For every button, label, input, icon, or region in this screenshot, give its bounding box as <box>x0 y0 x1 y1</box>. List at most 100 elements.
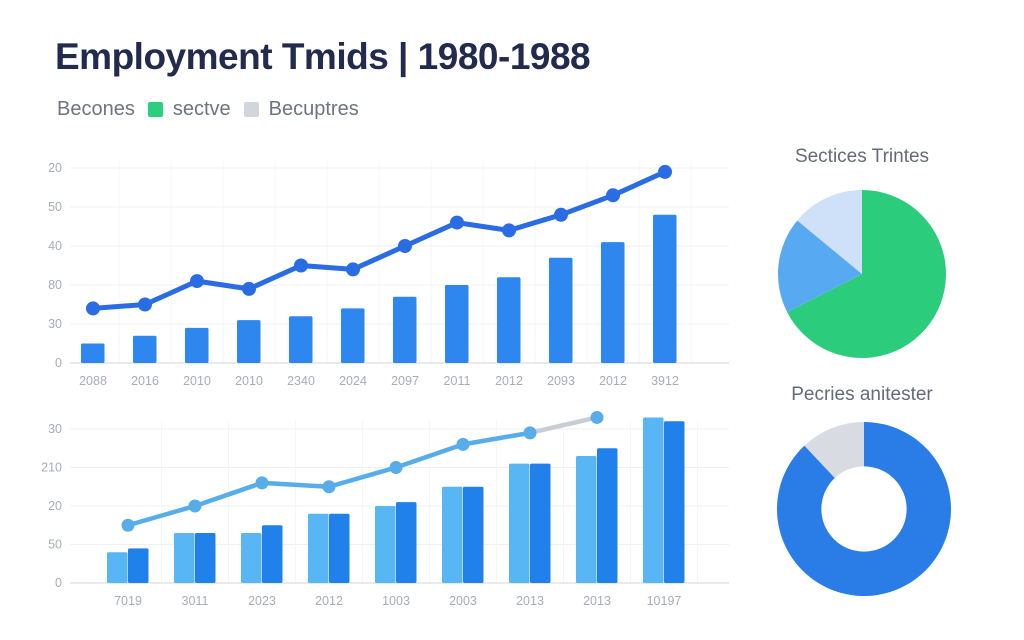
line-marker <box>255 476 269 490</box>
x-tick-label: 2010 <box>235 374 263 388</box>
legend-item: Becones <box>57 98 135 121</box>
legend: Becones sectve Becuptres <box>57 98 359 121</box>
light-bars-bar <box>643 417 664 583</box>
dark-bars-bar <box>195 532 216 583</box>
line-marker <box>456 437 470 451</box>
light-bars-bar <box>576 455 597 583</box>
x-tick-label: 3912 <box>651 374 679 388</box>
dark-bars-bar <box>463 486 484 583</box>
dark-bars-bar <box>530 463 551 583</box>
x-tick-label: 2340 <box>287 374 315 388</box>
x-tick-label: 2011 <box>444 374 471 388</box>
trend-line-segment <box>298 263 356 272</box>
line-marker <box>322 480 336 494</box>
bars-bar <box>289 316 313 363</box>
bars-bar <box>185 327 209 363</box>
combo-chart-svg: 30 210 20 50 0 7019 3011 2023 2012 1003 2003 2013 20… <box>41 410 729 608</box>
legend-item: sectve <box>147 98 231 121</box>
green-slice <box>787 190 946 358</box>
light-bars-bar <box>241 532 262 583</box>
line-marker <box>450 215 464 230</box>
x-tick-label: 10197 <box>647 594 682 608</box>
bars-bar <box>653 214 677 363</box>
dark-bars-bar <box>262 525 283 583</box>
x-tick-label: 2016 <box>131 374 159 388</box>
pale-blue-slice <box>797 190 862 274</box>
legend-swatch <box>243 102 259 117</box>
combo-chart-svg: 20 50 40 80 30 0 2088 2016 2010 2010 2340 2024 2097 2… <box>48 160 729 388</box>
line-marker <box>121 518 135 532</box>
line-marker <box>188 499 202 513</box>
trend-line-segment <box>610 169 668 198</box>
y-tick-label: 0 <box>55 356 62 370</box>
line-marker <box>86 301 100 316</box>
trend-line-segment <box>527 415 600 436</box>
pie-chart-svg <box>777 422 951 596</box>
bars-bar <box>549 257 573 363</box>
x-tick-label: 2093 <box>547 374 575 388</box>
dark-bars-bar <box>396 502 417 583</box>
legend-swatch <box>147 102 163 117</box>
y-tick-label: 20 <box>48 161 62 175</box>
dark-bars-bar <box>128 548 149 583</box>
line-marker <box>294 258 308 273</box>
bars-bar <box>237 320 261 363</box>
legend-item: Becuptres <box>243 98 359 121</box>
x-tick-label: 2012 <box>599 374 627 388</box>
y-tick-label: 40 <box>48 239 62 253</box>
trend-line-segment <box>142 278 200 307</box>
y-tick-label: 20 <box>48 499 62 513</box>
y-tick-label: 30 <box>48 422 62 436</box>
x-tick-label: 2012 <box>315 594 343 608</box>
line-marker <box>502 223 516 238</box>
line-marker <box>590 410 604 424</box>
trend-line-segment <box>192 480 265 509</box>
bars-bar <box>81 343 105 363</box>
light-bars-bar <box>107 552 128 583</box>
page-title: Employment Tmids | 1980-1988 <box>55 36 591 77</box>
x-tick-label: 2024 <box>339 374 367 388</box>
dark-bars-bar <box>664 421 685 583</box>
x-tick-label: 3011 <box>182 594 209 608</box>
line-marker <box>658 164 672 179</box>
trend-line-segment <box>246 263 304 292</box>
trend-line-segment <box>194 278 252 292</box>
y-tick-label: 30 <box>48 317 62 331</box>
bars-bar <box>601 242 625 363</box>
dark-bars-bar <box>329 513 350 583</box>
trend-line-segment <box>125 503 198 528</box>
dark-bars-bar <box>597 448 618 583</box>
line-marker <box>389 461 403 474</box>
legend-label: sectve <box>172 98 231 120</box>
x-tick-label: 1003 <box>382 594 410 608</box>
line-marker <box>554 207 568 222</box>
trend-line-segment <box>558 192 616 218</box>
x-tick-label: 2088 <box>79 374 107 388</box>
bottom-combo-chart: 30 210 20 50 0 7019 3011 2023 2012 1003 2003 2013 20… <box>38 403 733 638</box>
line-marker <box>606 188 620 203</box>
bars-bar <box>133 335 157 363</box>
pie-chart <box>760 186 964 364</box>
trend-line-segment <box>402 220 460 249</box>
trend-line-segment <box>460 430 533 447</box>
legend-label: Becones <box>57 98 135 120</box>
trend-line-segment <box>326 465 399 489</box>
light-bars-bar <box>174 532 195 583</box>
light-bars-bar <box>375 506 396 583</box>
trend-line-segment <box>454 220 512 233</box>
trend-line-segment <box>90 302 148 311</box>
y-tick-label: 210 <box>41 461 62 475</box>
donut-hole <box>821 466 907 552</box>
line-marker <box>138 297 152 312</box>
line-marker <box>523 426 537 440</box>
trend-line-segment <box>506 212 564 233</box>
trend-line-segment <box>350 243 408 272</box>
x-tick-label: 2023 <box>248 594 276 608</box>
line-marker <box>190 274 204 289</box>
x-tick-label: 2003 <box>449 594 477 608</box>
light-bars-bar <box>442 486 463 583</box>
bars-bar <box>341 308 365 363</box>
y-tick-label: 0 <box>55 576 62 590</box>
trend-line-segment <box>393 442 466 470</box>
